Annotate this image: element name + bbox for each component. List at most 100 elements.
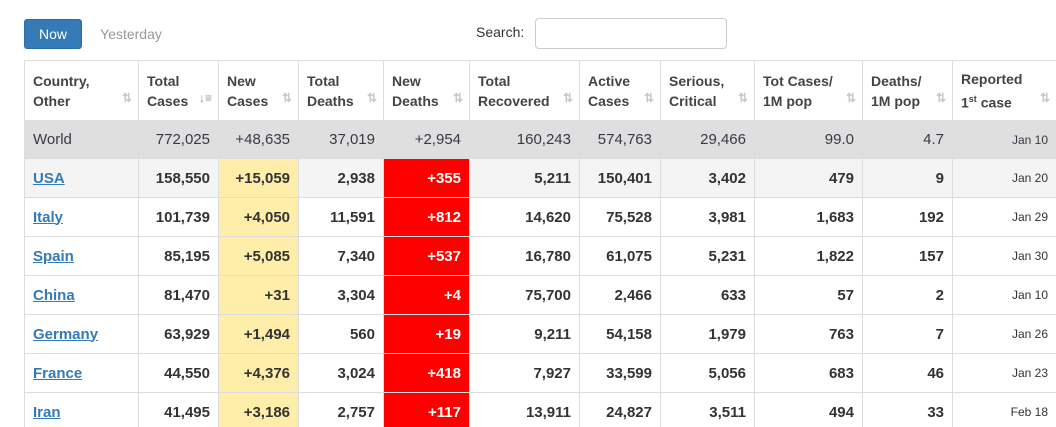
cell-deaths-per-million: 46 [862, 353, 953, 393]
countries-table: Country, Other ⇅ Total Cases ↓≡ New Cases ⇅ To… [24, 60, 1056, 427]
column-header-active-cases[interactable]: Active Cases ⇅ [579, 60, 661, 121]
cell-country: World [24, 120, 139, 159]
table-row: Germany 63,929 +1,494 560 +19 9,211 54,1… [24, 314, 1056, 354]
cell-total-recovered: 7,927 [469, 353, 580, 393]
cell-reported: Jan 10 [952, 120, 1056, 159]
column-header-new-cases[interactable]: New Cases ⇅ [218, 60, 299, 121]
cell-cases-per-million: 763 [754, 314, 863, 354]
cell-total-recovered: 5,211 [469, 158, 580, 198]
cell-active-cases: 24,827 [579, 392, 661, 427]
cell-total-recovered: 9,211 [469, 314, 580, 354]
cell-new-cases: +4,376 [218, 353, 299, 393]
column-header-serious-critical[interactable]: Serious, Critical ⇅ [660, 60, 755, 121]
cell-country: Iran [24, 392, 139, 427]
country-link-france[interactable]: France [33, 364, 83, 382]
cell-new-cases: +3,186 [218, 392, 299, 427]
column-header-country[interactable]: Country, Other ⇅ [24, 60, 139, 121]
cell-serious: 5,056 [660, 353, 755, 393]
cell-total-recovered: 75,700 [469, 275, 580, 315]
cell-serious: 5,231 [660, 236, 755, 276]
cell-new-cases: +31 [218, 275, 299, 315]
country-link-iran[interactable]: Iran [33, 403, 61, 421]
column-header-cases-per-million[interactable]: Tot Cases/1M pop ⇅ [754, 60, 863, 121]
cell-cases-per-million: 57 [754, 275, 863, 315]
cell-cases-per-million: 479 [754, 158, 863, 198]
cell-reported: Jan 20 [952, 158, 1056, 198]
cell-reported: Feb 18 [952, 392, 1056, 427]
cell-total-cases: 63,929 [138, 314, 219, 354]
country-link-germany[interactable]: Germany [33, 325, 99, 343]
cell-new-deaths: +117 [383, 392, 470, 427]
cell-total-recovered: 16,780 [469, 236, 580, 276]
cell-deaths-per-million: 2 [862, 275, 953, 315]
cell-serious: 3,511 [660, 392, 755, 427]
cell-new-cases: +4,050 [218, 197, 299, 237]
sort-icon: ⇅ [643, 91, 654, 105]
country-link-italy[interactable]: Italy [33, 208, 64, 226]
cell-active-cases: 2,466 [579, 275, 661, 315]
table-row: China 81,470 +31 3,304 +4 75,700 2,466 6… [24, 275, 1056, 315]
now-button[interactable]: Now [24, 19, 82, 49]
sort-desc-icon: ↓≡ [198, 91, 212, 105]
cell-total-recovered: 13,911 [469, 392, 580, 427]
country-link-china[interactable]: China [33, 286, 75, 304]
cell-reported: Jan 23 [952, 353, 1056, 393]
cell-total-cases: 44,550 [138, 353, 219, 393]
cell-new-cases: +15,059 [218, 158, 299, 198]
cell-deaths-per-million: 4.7 [862, 120, 953, 159]
country-link-spain[interactable]: Spain [33, 247, 74, 265]
cell-new-cases: +48,635 [218, 120, 299, 159]
cell-deaths-per-million: 7 [862, 314, 953, 354]
cell-country: Spain [24, 236, 139, 276]
table-row: USA 158,550 +15,059 2,938 +355 5,211 150… [24, 158, 1056, 198]
cell-reported: Jan 26 [952, 314, 1056, 354]
cell-cases-per-million: 683 [754, 353, 863, 393]
table-row: Spain 85,195 +5,085 7,340 +537 16,780 61… [24, 236, 1056, 276]
sort-icon: ⇅ [452, 91, 463, 105]
cell-total-deaths: 3,304 [298, 275, 384, 315]
cell-country: Germany [24, 314, 139, 354]
cell-active-cases: 33,599 [579, 353, 661, 393]
yesterday-button[interactable]: Yesterday [100, 26, 162, 42]
column-header-reported-first-case[interactable]: Reported 1st case ⇅ [952, 60, 1056, 121]
table-container: Country, Other ⇅ Total Cases ↓≡ New Cases ⇅ To… [24, 60, 1056, 427]
cell-active-cases: 75,528 [579, 197, 661, 237]
column-header-total-recovered[interactable]: Total Recovered ⇅ [469, 60, 580, 121]
cell-new-deaths: +355 [383, 158, 470, 198]
table-row: France 44,550 +4,376 3,024 +418 7,927 33… [24, 353, 1056, 393]
column-header-total-cases[interactable]: Total Cases ↓≡ [138, 60, 219, 121]
cell-new-deaths: +2,954 [383, 120, 470, 159]
cell-total-recovered: 14,620 [469, 197, 580, 237]
cell-reported: Jan 10 [952, 275, 1056, 315]
cell-total-deaths: 7,340 [298, 236, 384, 276]
search-input[interactable] [535, 18, 727, 49]
table-row: Italy 101,739 +4,050 11,591 +812 14,620 … [24, 197, 1056, 237]
cell-new-deaths: +812 [383, 197, 470, 237]
cell-reported: Jan 30 [952, 236, 1056, 276]
cell-serious: 3,981 [660, 197, 755, 237]
column-header-deaths-per-million[interactable]: Deaths/1M pop ⇅ [862, 60, 953, 121]
cell-new-cases: +5,085 [218, 236, 299, 276]
cell-total-cases: 158,550 [138, 158, 219, 198]
cell-active-cases: 574,763 [579, 120, 661, 159]
cell-new-deaths: +537 [383, 236, 470, 276]
cell-total-cases: 81,470 [138, 275, 219, 315]
cell-total-cases: 101,739 [138, 197, 219, 237]
cell-serious: 1,979 [660, 314, 755, 354]
cell-active-cases: 61,075 [579, 236, 661, 276]
cell-deaths-per-million: 192 [862, 197, 953, 237]
cell-total-deaths: 560 [298, 314, 384, 354]
cell-total-recovered: 160,243 [469, 120, 580, 159]
cell-total-cases: 41,495 [138, 392, 219, 427]
cell-country: France [24, 353, 139, 393]
cell-cases-per-million: 494 [754, 392, 863, 427]
cell-new-deaths: +418 [383, 353, 470, 393]
sort-icon: ⇅ [121, 91, 132, 105]
country-link-usa[interactable]: USA [33, 169, 65, 187]
column-header-new-deaths[interactable]: New Deaths ⇅ [383, 60, 470, 121]
cell-deaths-per-million: 33 [862, 392, 953, 427]
column-header-total-deaths[interactable]: Total Deaths ⇅ [298, 60, 384, 121]
sort-icon: ⇅ [737, 91, 748, 105]
cell-country: Italy [24, 197, 139, 237]
sort-icon: ⇅ [562, 91, 573, 105]
